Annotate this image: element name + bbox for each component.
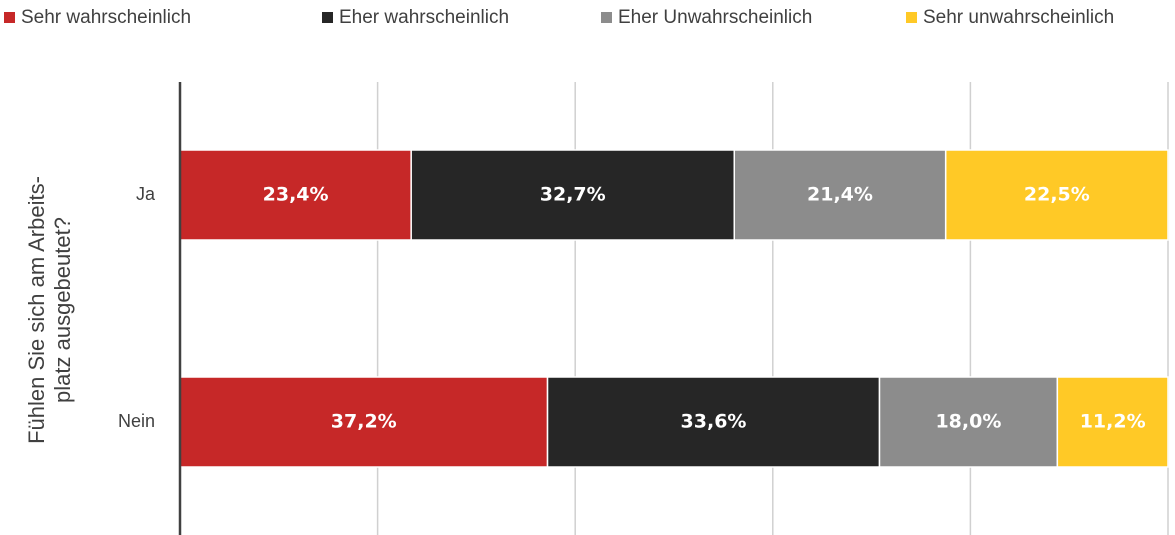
y-axis-title: Fühlen Sie sich am Arbeits- platz ausgeb…: [24, 176, 75, 444]
y-tick-label: Nein: [118, 411, 155, 431]
legend-label: Sehr unwahrscheinlich: [923, 7, 1114, 28]
y-axis-title-line: Fühlen Sie sich am Arbeits-: [24, 176, 49, 444]
y-axis-title-line: platz ausgebeutet?: [50, 217, 75, 403]
bar-segment: [546, 376, 881, 468]
data-label: 23,4%: [263, 184, 329, 206]
bar-segment: [944, 149, 1169, 241]
data-label: 21,4%: [807, 184, 873, 206]
y-tick-label: Ja: [136, 184, 156, 204]
data-label: 22,5%: [1024, 184, 1090, 206]
data-label: 11,2%: [1080, 411, 1146, 433]
legend-swatch: [906, 12, 917, 23]
bar-segment: [1056, 376, 1169, 468]
bar-segment: [733, 149, 947, 241]
legend-label: Sehr wahrscheinlich: [21, 7, 191, 28]
data-label: 18,0%: [935, 411, 1001, 433]
data-label: 33,6%: [681, 411, 747, 433]
legend-label: Eher wahrscheinlich: [339, 7, 509, 28]
legend-swatch: [601, 12, 612, 23]
data-label: 32,7%: [540, 184, 606, 206]
legend-swatch: [4, 12, 15, 23]
data-label: 37,2%: [331, 411, 397, 433]
bar-segment: [179, 149, 412, 241]
legend-swatch: [322, 12, 333, 23]
legend-label: Eher Unwahrscheinlich: [618, 7, 812, 28]
bar-segment: [179, 376, 549, 468]
bar-segment: [410, 149, 736, 241]
bar-segment: [878, 376, 1059, 468]
